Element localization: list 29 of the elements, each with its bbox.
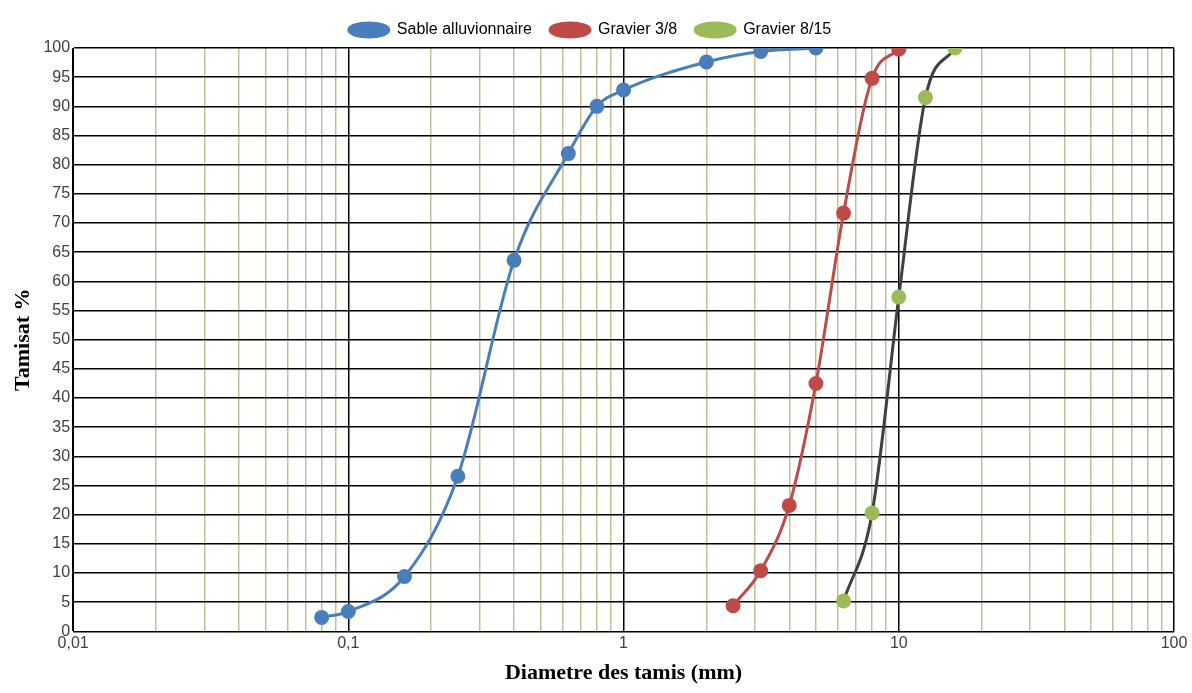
x-tick-label: 0,1: [337, 634, 360, 652]
x-tick-label: 10: [889, 634, 908, 652]
y-tick-label: 10: [52, 563, 71, 581]
y-tick-label: 15: [52, 534, 71, 552]
y-tick-label: 50: [52, 330, 71, 348]
y-tick-label: 75: [52, 184, 71, 202]
y-tick-label: 35: [52, 417, 71, 435]
y-tick-label: 25: [52, 475, 71, 493]
y-tick-label: 80: [52, 155, 71, 173]
y-tick-label: 45: [52, 359, 71, 377]
legend-label: Sable alluvionnaire: [396, 20, 533, 38]
y-tick-label: 85: [52, 125, 71, 143]
x-tick-label: 100: [1160, 634, 1188, 652]
x-axis-title: Diametre des tamis (mm): [504, 659, 743, 685]
y-tick-label: 90: [52, 96, 71, 114]
y-axis-title: Tamisat %: [8, 288, 34, 391]
y-tick-label: 100: [43, 38, 71, 56]
x-tick-label: 1: [619, 634, 629, 652]
y-tick-label: 65: [52, 242, 71, 260]
y-tick-label: 55: [52, 300, 71, 318]
y-tick-label: 95: [52, 67, 71, 85]
y-tick-label: 70: [52, 213, 71, 231]
y-tick-label: 20: [52, 505, 71, 523]
y-tick-label: 30: [52, 446, 71, 464]
legend-label: Gravier 3/8: [598, 20, 678, 38]
y-tick-label: 40: [52, 388, 71, 406]
legend-label: Gravier 8/15: [743, 20, 832, 38]
y-tick-label: 5: [61, 592, 71, 610]
y-tick-label: 60: [52, 271, 71, 289]
